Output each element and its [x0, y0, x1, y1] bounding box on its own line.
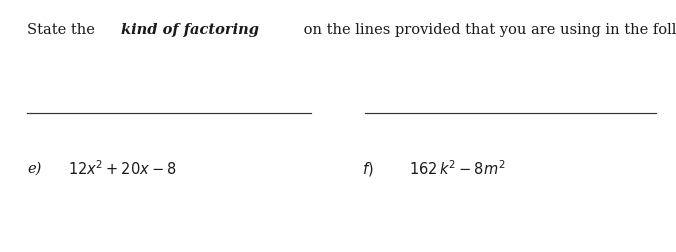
- Text: e): e): [27, 162, 41, 176]
- Text: on the lines provided that you are using in the following questions.: on the lines provided that you are using…: [299, 23, 676, 37]
- Text: $f)$: $f)$: [362, 160, 373, 178]
- Text: kind of factoring: kind of factoring: [120, 23, 259, 37]
- Text: State the: State the: [27, 23, 99, 37]
- Text: $12x^2 + 20x - 8$: $12x^2 + 20x - 8$: [68, 160, 176, 178]
- Text: $162\,k^2 - 8m^2$: $162\,k^2 - 8m^2$: [409, 160, 506, 178]
